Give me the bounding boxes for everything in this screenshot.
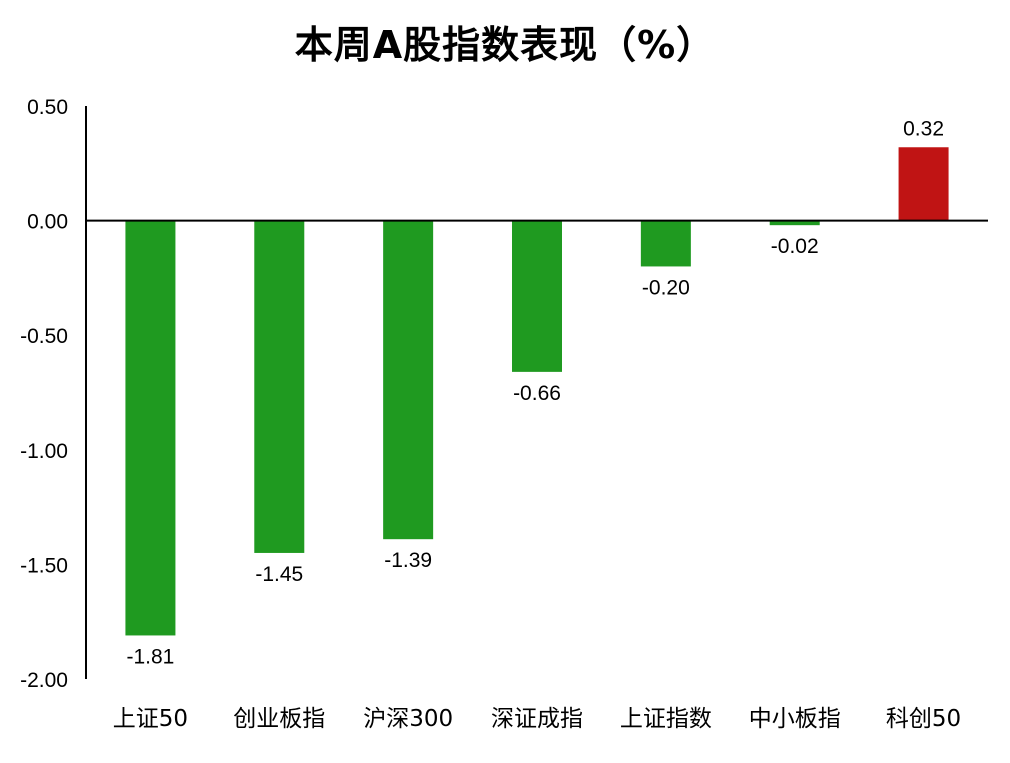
bar-5	[640, 220, 691, 267]
y-tick-label: 0.50	[27, 96, 68, 119]
category-label-5: 上证指数	[620, 706, 712, 732]
bar-3	[383, 220, 434, 540]
y-tick-label: -1.50	[20, 554, 68, 577]
data-label-5: -0.20	[642, 276, 690, 299]
data-label-2: -1.45	[255, 563, 303, 586]
data-label-7: 0.32	[903, 117, 944, 140]
category-label-2: 创业板指	[233, 706, 325, 732]
bar-4	[512, 220, 562, 372]
bar-6	[769, 220, 820, 226]
data-label-1: -1.81	[126, 645, 174, 668]
axes-group	[85, 106, 988, 679]
category-label-7: 科创50	[886, 706, 961, 732]
chart-title: 本周A股指数表现（%）	[294, 23, 716, 67]
category-label-4: 深证成指	[491, 706, 583, 732]
y-tick-label: 0.00	[27, 211, 68, 234]
category-label-6: 中小板指	[749, 706, 841, 732]
category-label-3: 沪深300	[363, 706, 453, 732]
y-tick-label: -2.00	[20, 669, 68, 692]
bar-7	[898, 147, 949, 221]
bar-2	[254, 220, 305, 553]
y-tick-label: -1.00	[20, 440, 68, 463]
data-label-3: -1.39	[384, 549, 432, 572]
data-label-6: -0.02	[771, 235, 819, 258]
labels-group: -1.81 上证50 -1.45 创业板指 -1.39 沪深300 -0.66 深证成指 -0.…	[20, 96, 961, 732]
data-label-4: -0.66	[513, 382, 561, 405]
bars-group	[125, 147, 949, 636]
category-label-1: 上证50	[113, 706, 188, 732]
y-tick-label: -0.50	[20, 325, 68, 348]
bar-1	[125, 220, 176, 636]
